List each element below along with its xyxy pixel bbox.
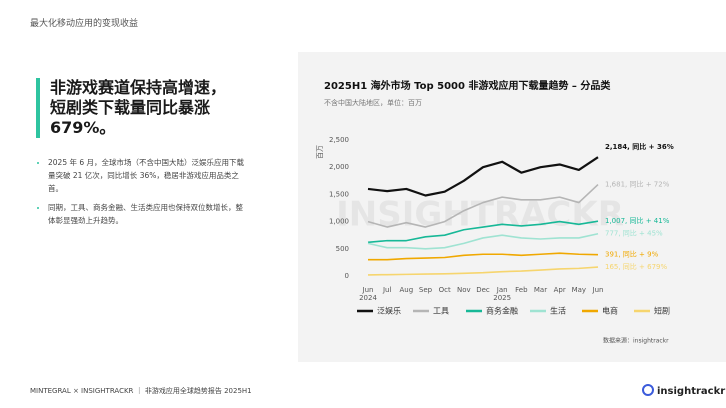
series-line	[367, 266, 599, 276]
headline-line: 非游戏赛道保持高增速，	[50, 78, 227, 97]
y-tick-label: 1,500	[329, 190, 349, 198]
end-label: 1,007, 同比 + 41%	[605, 216, 670, 225]
x-tick-label: Oct	[439, 286, 451, 294]
bullet: 同期，工具、商务金融、生活类应用也保持双位数增长，整体彰显强劲上升趋势。	[48, 201, 248, 227]
x-tick-label: Jun	[592, 286, 604, 294]
legend-label: 短剧	[654, 306, 670, 316]
y-tick-label: 2,500	[329, 136, 349, 144]
x-tick-label: Aug	[399, 286, 413, 294]
series-line	[367, 183, 599, 228]
headline-line: 679%。	[50, 118, 116, 137]
x-tick-label: Sep	[419, 286, 433, 294]
x-tick-label: May	[572, 286, 586, 294]
x-tick-label-part: 2025	[493, 294, 511, 302]
x-tick-label: Apr	[554, 286, 566, 294]
x-tick-label: Jun 2024	[359, 286, 377, 302]
logo-text: insightrackr	[657, 386, 726, 397]
y-tick-label: 0	[345, 272, 349, 280]
x-tick-label: Jan 2025	[493, 286, 511, 302]
headline-line: 短剧类下载量同比暴涨	[50, 98, 211, 117]
page-header: 最大化移动应用的变现收益	[30, 19, 139, 29]
x-tick-label-part: Jan	[496, 286, 508, 294]
x-tick-label-part: 2024	[359, 294, 377, 302]
x-tick-label: Feb	[515, 286, 528, 294]
logo: insightrackr	[642, 384, 725, 397]
legend-label: 生活	[550, 306, 566, 316]
chart-title: 2025H1 海外市场 Top 5000 非游戏应用下载量趋势 – 分品类	[324, 79, 610, 92]
y-tick-label: 500	[336, 245, 349, 253]
x-tick-label: Jul	[382, 286, 392, 294]
end-label: 391, 同比 + 9%	[605, 250, 659, 259]
headline: 非游戏赛道保持高增速， 短剧类下载量同比暴涨 679%。	[36, 78, 226, 138]
y-tick-label: 1,000	[329, 218, 349, 226]
end-label: 2,184, 同比 + 36%	[605, 142, 674, 151]
series-line	[367, 220, 599, 244]
legend-label: 电商	[602, 306, 618, 316]
series-line	[367, 156, 599, 197]
bullets: 2025 年 6 月，全球市场（不含中国大陆）泛娱乐应用下载量突破 21 亿次，…	[34, 156, 248, 233]
source-note: 数据来源：insightrackr	[603, 337, 669, 345]
footer: MINTEGRAL × INSIGHTRACKR ｜ 非游戏应用全球趋势报告 2…	[30, 387, 252, 395]
y-axis-label: 百万	[316, 145, 324, 159]
end-label: 1,681, 同比 + 72%	[605, 180, 670, 189]
x-tick-label-part: Jun	[362, 286, 374, 294]
y-tick-label: 2,000	[329, 163, 349, 171]
legend-label: 商务金融	[486, 306, 518, 316]
end-label: 165, 同比 + 679%	[605, 262, 667, 271]
end-label: 777, 同比 + 45%	[605, 229, 663, 238]
x-tick-label: Dec	[476, 286, 490, 294]
legend-label: 泛娱乐	[377, 306, 401, 316]
series-line	[367, 232, 599, 250]
x-tick-label: Mar	[534, 286, 547, 294]
legend-label: 工具	[433, 307, 449, 316]
series-line	[368, 252, 599, 261]
bullet: 2025 年 6 月，全球市场（不含中国大陆）泛娱乐应用下载量突破 21 亿次，…	[48, 156, 248, 195]
chart-subtitle: 不含中国大陆地区，单位：百万	[324, 98, 422, 107]
x-tick-label: Nov	[457, 286, 471, 294]
